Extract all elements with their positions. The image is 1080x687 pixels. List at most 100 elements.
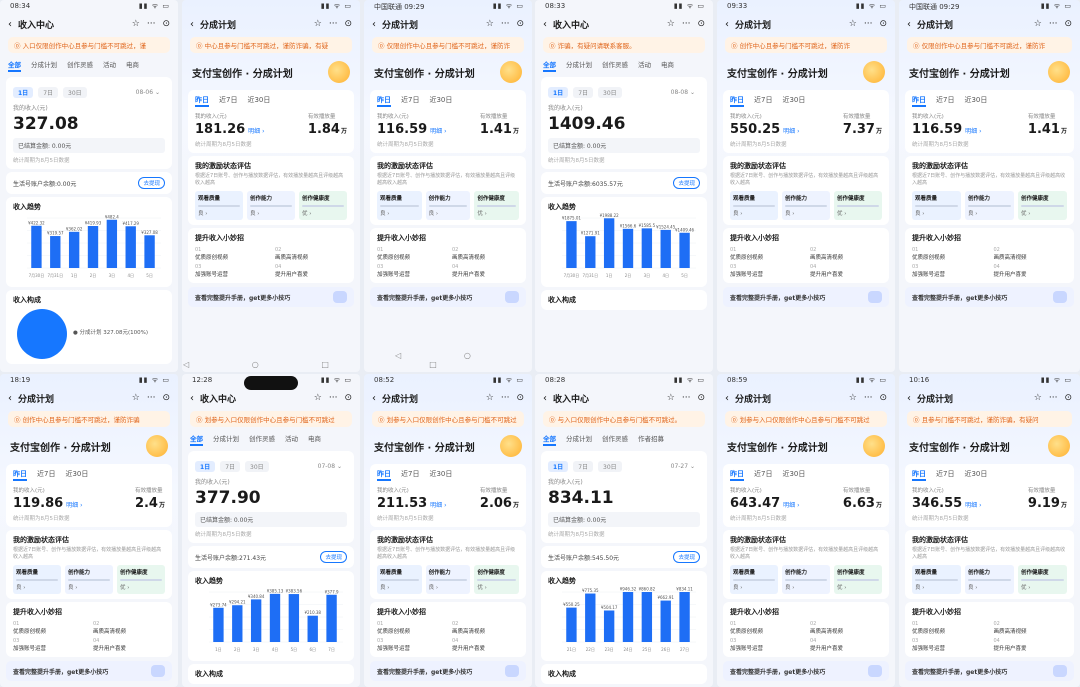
system-nav-bar[interactable]: ◁ ○ □ — [183, 360, 359, 369]
favorite-icon[interactable]: ☆ — [1033, 393, 1042, 403]
close-icon[interactable]: ⊙ — [516, 19, 524, 29]
eval-item[interactable]: 观看质量良 › — [730, 565, 778, 594]
tip-item[interactable]: 03 加强账号运营 — [13, 638, 85, 652]
eval-item[interactable]: 观看质量良 › — [730, 191, 778, 220]
period-tab[interactable]: 昨日 — [912, 469, 926, 481]
tip-item[interactable]: 03 加强账号运营 — [377, 264, 444, 278]
tab-item[interactable]: 创作灵感 — [602, 61, 628, 69]
eval-item[interactable]: 观看质量良 › — [195, 191, 243, 220]
period-tab[interactable]: 近7日 — [401, 470, 420, 478]
tab-item[interactable]: 全部 — [190, 433, 203, 446]
more-icon[interactable]: ··· — [863, 19, 873, 29]
date-select[interactable]: 08-08 ⌄ — [670, 89, 695, 96]
detail-link[interactable]: 明细 › — [965, 502, 982, 509]
tab-item[interactable]: 活动 — [285, 435, 298, 443]
favorite-icon[interactable]: ☆ — [666, 19, 675, 29]
period-pill[interactable]: 30日 — [598, 461, 622, 472]
system-nav-bar[interactable]: ◁ ○ □ — [395, 351, 501, 369]
tip-item[interactable]: 02 画质高清视频 — [275, 247, 347, 261]
more-icon[interactable]: ··· — [681, 19, 691, 29]
tip-item[interactable]: 01 优质原创视频 — [195, 247, 267, 261]
detail-link[interactable]: 明细 › — [430, 128, 447, 135]
eval-item[interactable]: 观看质量良 › — [13, 565, 61, 594]
period-tab[interactable]: 近7日 — [401, 96, 420, 104]
back-icon[interactable]: ‹ — [372, 18, 376, 30]
detail-link[interactable]: 明细 › — [965, 128, 982, 135]
tip-item[interactable]: 02 画质高清视频 — [994, 621, 1068, 635]
eval-item[interactable]: 创作能力良 › — [425, 565, 471, 594]
tip-item[interactable]: 01 优质原创视频 — [730, 621, 802, 635]
detail-link[interactable]: 明细 › — [248, 128, 265, 135]
back-icon[interactable]: ‹ — [8, 392, 12, 404]
tab-item[interactable]: 分成计划 — [566, 61, 592, 69]
period-pill[interactable]: 7日 — [573, 461, 594, 472]
close-icon[interactable]: ⊙ — [516, 393, 524, 403]
period-tab[interactable]: 近7日 — [936, 470, 955, 478]
eval-item[interactable]: 创作能力良 › — [425, 191, 471, 220]
period-tab[interactable]: 近30日 — [964, 96, 988, 104]
tab-item[interactable]: 创作灵感 — [67, 61, 93, 69]
more-icon[interactable]: ··· — [146, 393, 156, 403]
withdraw-button[interactable]: 去提现 — [673, 177, 700, 189]
more-icon[interactable]: ··· — [328, 393, 338, 403]
back-icon[interactable]: ‹ — [190, 392, 194, 404]
tab-item[interactable]: 作者招募 — [638, 435, 664, 443]
date-select[interactable]: 07-27 ⌄ — [670, 463, 695, 470]
tip-item[interactable]: 04 提升用户喜爱 — [275, 264, 347, 278]
period-tab[interactable]: 昨日 — [377, 469, 391, 481]
period-pill[interactable]: 7日 — [573, 87, 594, 98]
tip-item[interactable]: 02 画质高清视频 — [452, 247, 519, 261]
eval-item[interactable]: 创作能力良 › — [782, 565, 830, 594]
back-icon[interactable]: ‹ — [8, 18, 12, 30]
date-select[interactable]: 08-06 ⌄ — [135, 89, 160, 96]
period-tab[interactable]: 近30日 — [782, 470, 806, 478]
period-tab[interactable]: 昨日 — [13, 469, 27, 481]
tip-item[interactable]: 01 优质原创视频 — [377, 247, 444, 261]
period-pill[interactable]: 1日 — [548, 461, 569, 472]
tab-item[interactable]: 活动 — [638, 61, 651, 69]
eval-item[interactable]: 观看质量良 › — [912, 191, 961, 220]
period-pill[interactable]: 30日 — [63, 87, 87, 98]
detail-link[interactable]: 明细 › — [783, 502, 800, 509]
tip-item[interactable]: 01 优质原创视频 — [912, 621, 986, 635]
eval-item[interactable]: 创作健康度优 › — [474, 565, 520, 594]
tab-item[interactable]: 全部 — [543, 59, 556, 72]
tip-item[interactable]: 04 提升用户喜爱 — [452, 638, 519, 652]
tip-item[interactable]: 03 加强账号运营 — [730, 264, 802, 278]
tip-item[interactable]: 04 提升用户喜爱 — [994, 638, 1068, 652]
detail-link[interactable]: 明细 › — [430, 502, 447, 509]
period-tab[interactable]: 近7日 — [936, 96, 955, 104]
withdraw-button[interactable]: 去提现 — [138, 177, 165, 189]
eval-item[interactable]: 创作健康度优 › — [1018, 565, 1067, 594]
tab-item[interactable]: 电商 — [126, 61, 139, 69]
close-icon[interactable]: ⊙ — [697, 393, 705, 403]
handbook-banner[interactable]: 查看完整提升手册，get更多小技巧 — [370, 661, 526, 681]
period-tab[interactable]: 近7日 — [219, 96, 238, 104]
tip-item[interactable]: 01 优质原创视频 — [377, 621, 444, 635]
handbook-banner[interactable]: 查看完整提升手册，get更多小技巧 — [905, 287, 1074, 307]
favorite-icon[interactable]: ☆ — [313, 19, 322, 29]
favorite-icon[interactable]: ☆ — [485, 19, 494, 29]
period-tab[interactable]: 近7日 — [754, 470, 773, 478]
back-icon[interactable]: ‹ — [907, 392, 911, 404]
tip-item[interactable]: 03 加强账号运营 — [377, 638, 444, 652]
handbook-banner[interactable]: 查看完整提升手册，get更多小技巧 — [188, 287, 354, 307]
tab-item[interactable]: 分成计划 — [213, 435, 239, 443]
tab-item[interactable]: 电商 — [308, 435, 321, 443]
tab-item[interactable]: 创作灵感 — [602, 435, 628, 443]
handbook-banner[interactable]: 查看完整提升手册，get更多小技巧 — [905, 661, 1074, 681]
back-icon[interactable]: ‹ — [543, 18, 547, 30]
close-icon[interactable]: ⊙ — [162, 393, 170, 403]
more-icon[interactable]: ··· — [681, 393, 691, 403]
period-tab[interactable]: 近30日 — [429, 470, 453, 478]
back-icon[interactable]: ‹ — [725, 392, 729, 404]
more-icon[interactable]: ··· — [863, 393, 873, 403]
tip-item[interactable]: 02 画质高清视频 — [810, 621, 882, 635]
period-tab[interactable]: 昨日 — [730, 95, 744, 107]
more-icon[interactable]: ··· — [1048, 393, 1058, 403]
close-icon[interactable]: ⊙ — [344, 393, 352, 403]
period-tab[interactable]: 近30日 — [782, 96, 806, 104]
tip-item[interactable]: 01 优质原创视频 — [730, 247, 802, 261]
close-icon[interactable]: ⊙ — [162, 19, 170, 29]
favorite-icon[interactable]: ☆ — [313, 393, 322, 403]
